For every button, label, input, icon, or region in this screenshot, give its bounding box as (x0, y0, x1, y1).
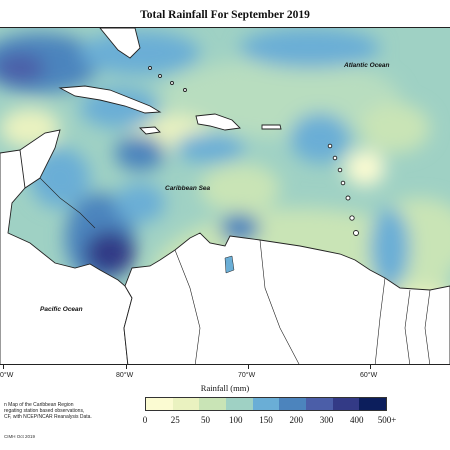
note-line: n Map of the Caribbean Region (4, 402, 74, 408)
yucatan (19, 129, 61, 189)
credit-text: CIMH Oct 2019 (4, 434, 36, 439)
legend-label: 500+ (377, 415, 397, 425)
legend-swatch (359, 398, 387, 410)
lake-maracaibo (224, 255, 235, 274)
lon-tick-label: 60°W (360, 372, 378, 379)
legend-swatch (199, 398, 227, 410)
note-line: regating station based observations, (4, 408, 85, 415)
country-borders (39, 177, 431, 364)
legend-label: 25 (170, 415, 180, 425)
lon-tick-label: 70°W (238, 372, 256, 379)
legend-swatch (226, 398, 253, 410)
legend-label: 300 (319, 415, 334, 425)
lon-tick-label: 80°W (116, 372, 134, 379)
caribbean-sea-label: Caribbean Sea (165, 185, 211, 192)
legend-axis-title: Rainfall (mm) (200, 383, 250, 393)
legend-swatch (172, 398, 200, 410)
hispaniola (195, 113, 241, 131)
legend-label: 0 (142, 415, 148, 425)
legend-label: 50 (201, 415, 210, 425)
legend-swatch (306, 398, 333, 410)
land-masses (0, 28, 450, 364)
florida (99, 28, 141, 59)
jamaica (138, 126, 161, 135)
tick-mark-lon-1 (126, 365, 127, 369)
tick-mark-lon-2 (248, 365, 249, 369)
lon-tick-label: 0°W (0, 372, 14, 379)
legend-swatch (279, 398, 307, 410)
legend-label: 150 (259, 415, 273, 425)
legend-label: 400 (350, 415, 364, 425)
note-line: CF, with NCEP/NCAR Reanalysis Data. (4, 414, 92, 421)
pacific-ocean-label: Pacific Ocean (40, 306, 83, 313)
atlantic-ocean-label: Atlantic Ocean (344, 62, 390, 69)
puerto-rico (261, 124, 282, 130)
legend-swatch (252, 398, 280, 410)
legend-swatch (332, 398, 360, 410)
map-note: n Map of the Caribbean Region regating s… (4, 402, 144, 421)
legend-swatch (146, 398, 173, 410)
rainfall-map (0, 27, 450, 365)
rainfall-legend (145, 397, 387, 411)
south-america (123, 232, 450, 364)
map-title: Total Rainfall For September 2019 (140, 9, 310, 21)
legend-labels: 0 25 50 100 150 200 300 400 500+ (0, 415, 450, 427)
legend-label: 100 (229, 415, 243, 425)
cuba (58, 85, 162, 114)
legend-label: 200 (289, 415, 304, 425)
tick-mark-lon-0 (3, 365, 4, 369)
tick-mark-lon-3 (370, 365, 371, 369)
